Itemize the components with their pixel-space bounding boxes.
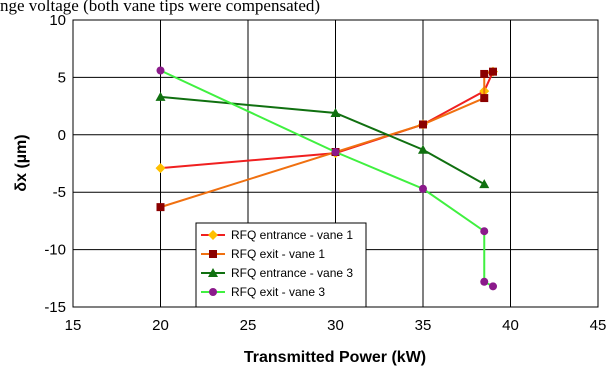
legend-label: RFQ entrance - vane 3: [231, 266, 353, 280]
series-4-point: [331, 148, 340, 157]
legend-label: RFQ entrance - vane 1: [231, 228, 353, 242]
figure-caption-fragment: nge voltage (both vane tips were compens…: [0, 0, 321, 15]
series-2-point: [480, 94, 489, 103]
legend-label: RFQ exit - vane 1: [231, 247, 325, 261]
series-1-point: [155, 163, 166, 174]
legend-label: RFQ exit - vane 3: [231, 285, 325, 299]
legend-swatch-marker: [208, 230, 218, 240]
x-tick-labels: 15 20 25 30 35 40 45: [65, 317, 607, 334]
y-tick-label: 5: [58, 69, 66, 86]
x-tick-label: 35: [415, 317, 432, 334]
series-3-point: [155, 91, 166, 101]
series-4: [156, 66, 497, 291]
series-2-point: [419, 120, 427, 129]
x-tick-label: 45: [590, 317, 607, 334]
y-tick-label: -10: [44, 242, 66, 259]
y-tick-label: -5: [53, 184, 66, 201]
x-tick-label: 20: [152, 317, 169, 334]
x-tick-label: 25: [240, 317, 257, 334]
y-axis-label: δx (µm): [13, 134, 30, 191]
legend-swatch-marker: [208, 268, 218, 277]
x-axis-label: Transmitted Power (kW): [244, 349, 426, 366]
series-2-point: [480, 69, 489, 78]
series-4-point: [489, 282, 497, 291]
legend-item: RFQ exit - vane 3: [201, 285, 325, 299]
series-group: [155, 66, 498, 291]
y-tick-labels: -15 -10 -5 0 5 10: [44, 12, 66, 316]
y-tick-label: 10: [49, 12, 66, 29]
series-4-point: [480, 277, 489, 286]
series-4-point: [156, 66, 165, 75]
x-tick-label: 15: [65, 317, 82, 334]
legend-item: RFQ entrance - vane 3: [201, 266, 353, 280]
series-2-point: [489, 67, 497, 76]
series-3-point: [418, 144, 428, 154]
series-3: [155, 91, 490, 189]
x-tick-label: 40: [502, 317, 519, 334]
series-2-point: [156, 203, 165, 212]
legend-swatch-marker: [209, 250, 217, 258]
legend: RFQ entrance - vane 1 RFQ exit - vane 1 RF…: [195, 222, 367, 308]
series-3-point: [479, 179, 490, 189]
x-tick-label: 30: [327, 317, 344, 334]
series-4-point: [419, 184, 427, 193]
series-3-line: [160, 95, 485, 186]
legend-swatch-marker: [209, 288, 217, 296]
series-4-point: [480, 227, 489, 236]
series-3-point: [330, 107, 341, 117]
y-tick-label: 0: [58, 127, 66, 144]
y-tick-label: -15: [44, 299, 66, 316]
legend-item: RFQ entrance - vane 1: [201, 228, 353, 242]
legend-item: RFQ exit - vane 1: [201, 247, 325, 261]
